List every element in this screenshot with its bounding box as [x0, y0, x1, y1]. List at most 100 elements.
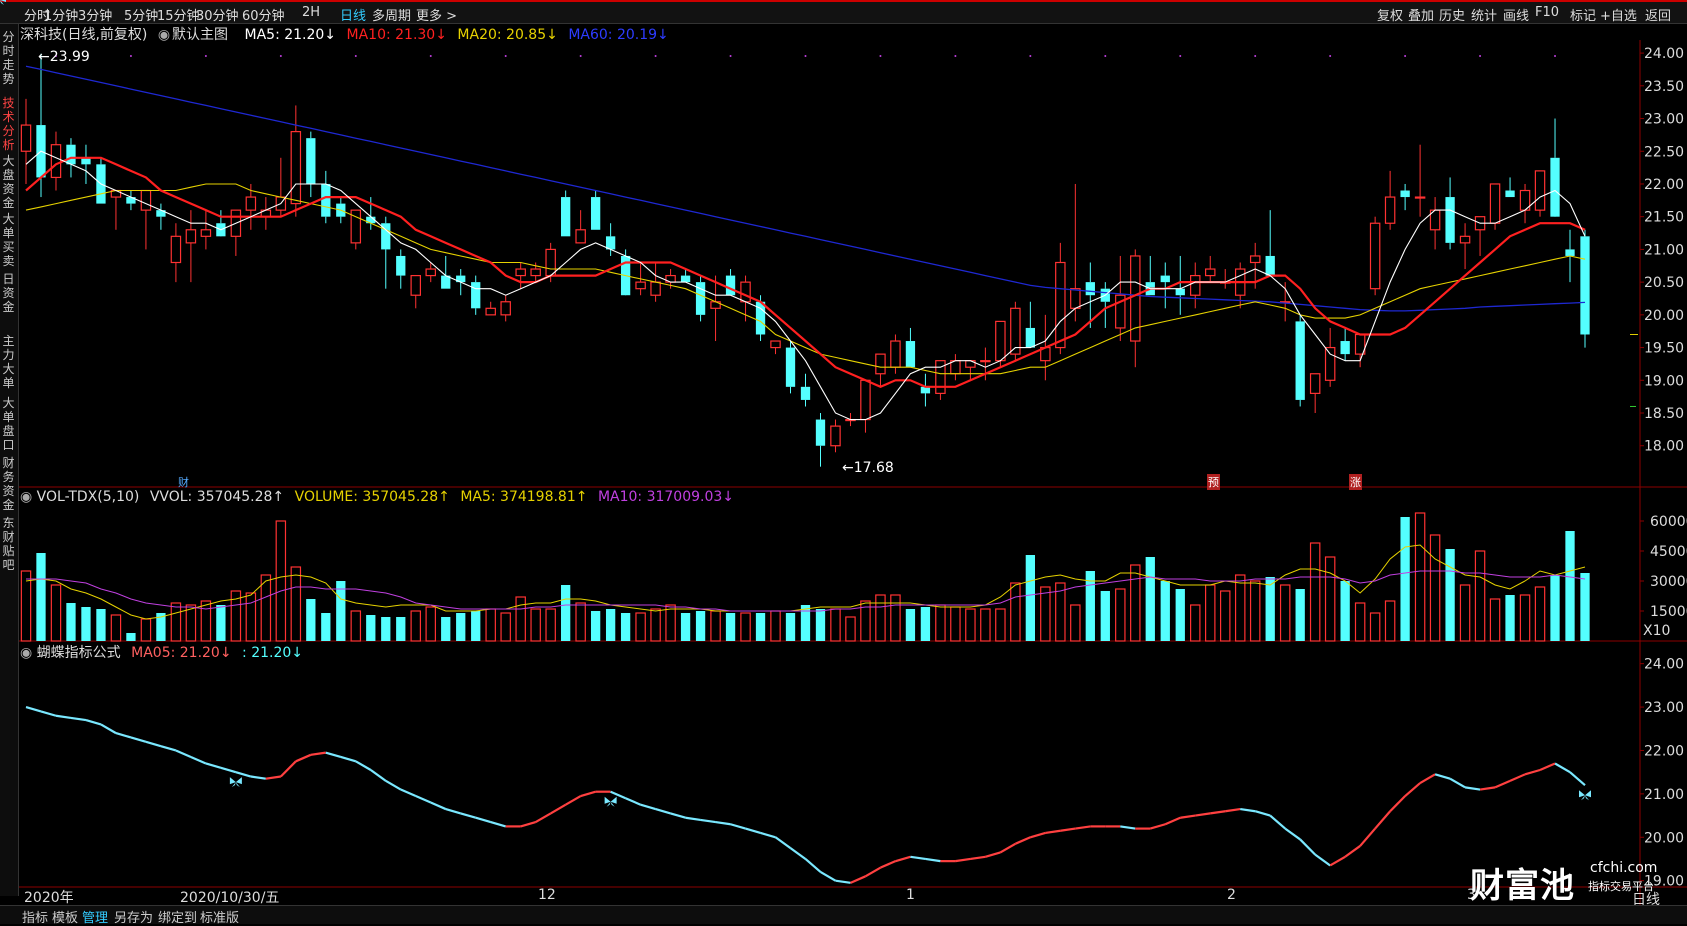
marker-rise[interactable]: 涨 [1349, 474, 1362, 490]
volume-bar-down [920, 607, 931, 641]
candle-body-up [410, 274, 421, 296]
indicator-segment-down [774, 836, 792, 850]
y-tick-label: 23.00 [1644, 112, 1684, 128]
candle-body-down [1505, 190, 1515, 198]
indicator-segment-up [1329, 855, 1346, 867]
candle-body-up [1309, 373, 1321, 394]
settings-icon[interactable]: ◉ [20, 489, 33, 505]
volume-bar-up [1204, 584, 1216, 642]
event-dot [1554, 55, 1557, 57]
toolbar-button-5[interactable]: F10 [1535, 5, 1560, 20]
sidebar-tab-8[interactable]: 东财贴吧 [2, 516, 15, 572]
sidebar-tab-1[interactable]: 技术分析 [2, 96, 15, 152]
volume-bar-up [530, 608, 541, 642]
volume-bar-up [860, 600, 871, 642]
butterfly-icon [604, 796, 617, 807]
bottom-toolbar: 指标 模板 管理 另存为 绑定到 标准版 [0, 905, 1687, 926]
marker-forecast[interactable]: 预 [1207, 474, 1220, 490]
sidebar-tab-0[interactable]: 分时走势 [2, 30, 15, 86]
volume-bar-up [665, 604, 676, 642]
candle-body-down [1085, 282, 1095, 296]
butterfly-icon [1579, 790, 1591, 801]
volume-bar-down [216, 605, 226, 641]
toolbar-button-8[interactable]: 返回 [1645, 9, 1672, 24]
template-selector[interactable]: ◉ 默认主图 [158, 27, 234, 43]
vol-name[interactable]: VOL-TDX(5,10) [36, 489, 140, 505]
volume-bar-down [306, 599, 316, 641]
period-tab-3[interactable]: 5分钟 [124, 9, 159, 24]
bottom-tab-1[interactable]: 模板 [52, 911, 79, 926]
toolbar-button-3[interactable]: 统计 [1471, 9, 1498, 24]
candle-body-up [140, 189, 152, 211]
indicator-segment-up [850, 875, 866, 884]
volume-bar-down [620, 613, 631, 641]
candle-body-down [815, 419, 826, 446]
volume-bar-down [96, 609, 106, 641]
candle-body-up [635, 281, 646, 290]
settings-icon[interactable]: ◉ [157, 27, 171, 43]
candle-body-down [605, 236, 616, 250]
toolbar-button-2[interactable]: 历史 [1439, 9, 1466, 24]
indicator-segment-down [670, 812, 686, 819]
bottom-tab-4[interactable]: 绑定到 [158, 911, 198, 926]
sidebar-tab-7[interactable]: 财务资金 [2, 456, 15, 512]
settings-icon[interactable]: ◉ [20, 645, 33, 661]
period-indicator[interactable]: 日线 [1632, 892, 1660, 908]
event-dot [1179, 55, 1182, 57]
volume-bar-up [260, 574, 272, 642]
indicator-segment-down [1299, 838, 1316, 856]
candle-body-up [515, 268, 526, 277]
candle-body-down [156, 210, 166, 217]
bottom-tab-2[interactable]: 管理 [82, 911, 109, 926]
indicator-segment-down [205, 762, 222, 769]
period-tab-1[interactable]: 1分钟 [44, 9, 79, 24]
indicator-segment-up [265, 775, 281, 780]
toolbar-button-6[interactable]: 标记 [1570, 9, 1597, 24]
indicator-segment-down [1569, 771, 1586, 787]
period-tab-7[interactable]: 2H [302, 5, 321, 20]
period-tab-2[interactable]: 3分钟 [78, 9, 113, 24]
ma10-legend: MA10: 21.30↓ [346, 27, 447, 43]
indicator-segment-up [1494, 779, 1511, 789]
stock-name[interactable]: 深科技(日线,前复权) [20, 27, 148, 43]
volume-bar-down [396, 617, 406, 641]
bottom-tab-5[interactable]: 标准版 [200, 911, 240, 926]
ma60-line [25, 65, 1586, 312]
volume-bar-up [1324, 556, 1336, 642]
period-tab-8[interactable]: 日线 [340, 9, 367, 24]
toolbar-button-0[interactable]: 复权 [1377, 9, 1404, 24]
volume-bar-up [410, 610, 421, 642]
candle-body-down [1340, 341, 1350, 355]
marker-finance[interactable]: 财 [178, 476, 189, 489]
period-tab-6[interactable]: 60分钟 [242, 9, 285, 24]
volume-bar-down [590, 611, 601, 641]
indicator-segment-up [1014, 836, 1031, 845]
volume-bar-down [1085, 571, 1095, 641]
period-tab-0[interactable]: 分时 [24, 9, 51, 24]
sidebar-tab-2[interactable]: 大盘资金 [2, 154, 15, 210]
period-tab-5[interactable]: 30分钟 [196, 9, 239, 24]
bottom-tab-3[interactable]: 另存为 [114, 911, 154, 926]
toolbar-button-1[interactable]: 叠加 [1408, 9, 1435, 24]
sidebar-tab-4[interactable]: 日资金 [2, 272, 15, 314]
volume-bar-up [425, 606, 436, 642]
event-dot [54, 55, 57, 57]
candle-body-up [1534, 170, 1546, 211]
indicator-segment-down [640, 803, 656, 811]
sidebar-tab-6[interactable]: 大单盘口 [2, 396, 15, 452]
indicator-segment-up [1419, 773, 1436, 784]
sidebar-tab-3[interactable]: 大单买卖 [2, 212, 15, 268]
period-tab-10[interactable]: 更多 > [416, 9, 458, 24]
period-tab-4[interactable]: 15分钟 [157, 9, 200, 24]
toolbar-button-7[interactable]: +自选 [1600, 9, 1637, 24]
volume-bar-down [81, 607, 91, 641]
indicator-segment-down [625, 797, 642, 806]
volume-bar-up [1130, 564, 1141, 642]
butterfly-wing [235, 782, 240, 788]
toolbar-button-4[interactable]: 画线 [1503, 9, 1530, 24]
bottom-tab-0[interactable]: 指标 [22, 911, 49, 926]
period-tab-9[interactable]: 多周期 [372, 9, 412, 24]
indicator-name[interactable]: 蝴蝶指标公式 [36, 645, 121, 661]
sidebar-tab-5[interactable]: 主力大单 [2, 334, 15, 390]
